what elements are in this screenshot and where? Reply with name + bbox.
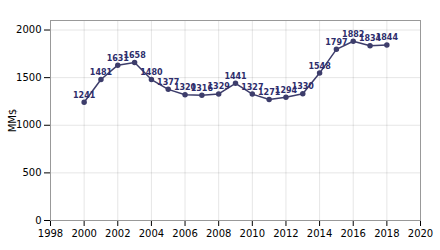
svg-text:1000: 1000 <box>16 119 41 130</box>
svg-text:2016: 2016 <box>341 228 366 239</box>
svg-text:1631: 1631 <box>106 53 129 63</box>
svg-text:2014: 2014 <box>307 228 332 239</box>
svg-text:2000: 2000 <box>16 24 41 35</box>
svg-text:MM$: MM$ <box>7 109 18 133</box>
svg-text:2012: 2012 <box>273 228 298 239</box>
svg-text:1441: 1441 <box>224 72 247 81</box>
svg-text:2018: 2018 <box>374 228 399 239</box>
svg-text:1548: 1548 <box>308 62 331 71</box>
svg-text:2000: 2000 <box>71 228 96 239</box>
svg-text:1844: 1844 <box>376 33 399 42</box>
svg-text:2002: 2002 <box>105 228 130 239</box>
svg-text:1500: 1500 <box>16 72 41 83</box>
svg-text:1377: 1377 <box>157 77 180 87</box>
svg-text:500: 500 <box>22 167 41 178</box>
svg-text:2006: 2006 <box>172 228 197 239</box>
svg-text:1998: 1998 <box>38 228 63 239</box>
svg-text:1327: 1327 <box>241 82 264 92</box>
svg-text:2010: 2010 <box>240 228 265 239</box>
svg-text:1329: 1329 <box>208 82 231 91</box>
svg-text:1294: 1294 <box>274 85 298 95</box>
svg-text:1316: 1316 <box>190 83 213 93</box>
svg-text:1481: 1481 <box>90 68 113 77</box>
svg-text:1882: 1882 <box>342 29 365 39</box>
svg-text:2020: 2020 <box>408 228 433 239</box>
svg-text:1480: 1480 <box>140 68 163 77</box>
svg-text:1241: 1241 <box>73 91 96 100</box>
svg-text:1797: 1797 <box>325 38 347 47</box>
svg-text:1330: 1330 <box>292 82 315 91</box>
svg-text:0: 0 <box>35 215 41 226</box>
svg-text:1271: 1271 <box>258 88 281 97</box>
svg-text:1834: 1834 <box>358 34 382 44</box>
svg-text:2004: 2004 <box>139 228 164 239</box>
svg-text:1658: 1658 <box>123 51 146 60</box>
svg-text:1320: 1320 <box>173 83 197 93</box>
svg-text:2008: 2008 <box>206 228 231 239</box>
